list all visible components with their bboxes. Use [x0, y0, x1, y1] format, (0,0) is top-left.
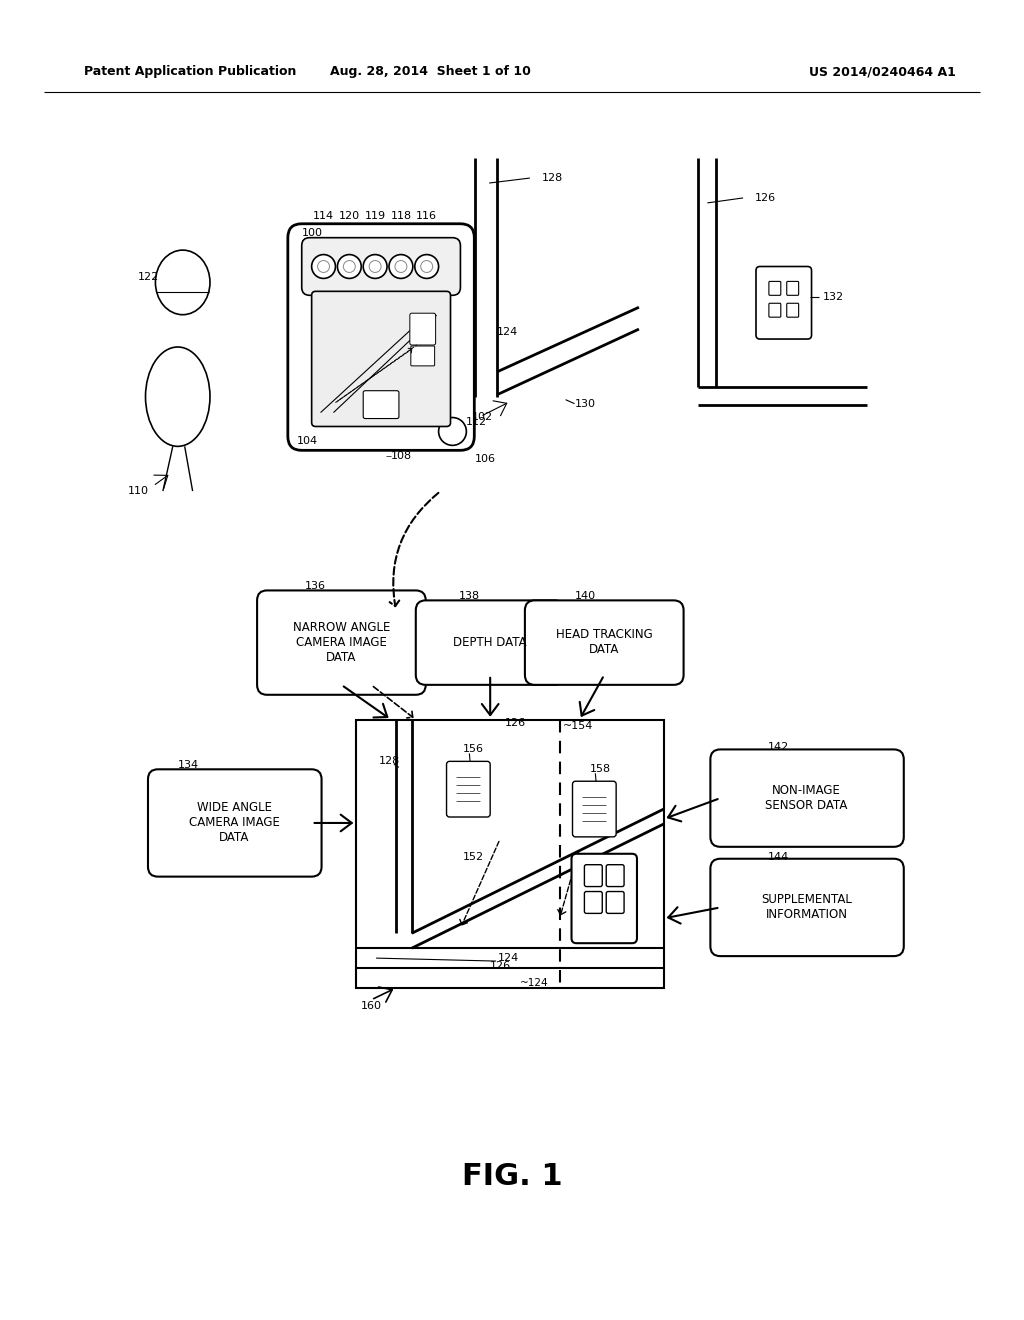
Circle shape — [438, 417, 466, 445]
FancyBboxPatch shape — [786, 281, 799, 296]
Text: 104: 104 — [297, 437, 317, 446]
Text: 112: 112 — [465, 417, 486, 426]
FancyBboxPatch shape — [606, 891, 624, 913]
Text: 100: 100 — [302, 228, 323, 238]
FancyBboxPatch shape — [364, 391, 399, 418]
Text: US 2014/0240464 A1: US 2014/0240464 A1 — [810, 65, 956, 78]
Text: 156: 156 — [463, 744, 483, 755]
Text: 130: 130 — [574, 399, 596, 409]
FancyBboxPatch shape — [302, 238, 461, 296]
FancyBboxPatch shape — [446, 762, 490, 817]
Circle shape — [395, 260, 407, 272]
FancyBboxPatch shape — [786, 304, 799, 317]
Text: NON-IMAGE
SENSOR DATA: NON-IMAGE SENSOR DATA — [765, 784, 848, 812]
FancyBboxPatch shape — [585, 865, 602, 887]
Text: ~154: ~154 — [562, 721, 593, 730]
Text: 122: 122 — [138, 272, 160, 282]
Text: 128: 128 — [542, 173, 563, 183]
Circle shape — [364, 255, 387, 279]
Text: 158: 158 — [590, 764, 610, 775]
FancyBboxPatch shape — [148, 770, 322, 876]
Text: NARROW ANGLE
CAMERA IMAGE
DATA: NARROW ANGLE CAMERA IMAGE DATA — [293, 620, 390, 664]
Text: Patent Application Publication: Patent Application Publication — [84, 65, 296, 78]
Text: Aug. 28, 2014  Sheet 1 of 10: Aug. 28, 2014 Sheet 1 of 10 — [330, 65, 531, 78]
Text: ~124: ~124 — [520, 978, 549, 987]
Text: SUPPLEMENTAL
INFORMATION: SUPPLEMENTAL INFORMATION — [761, 894, 852, 921]
Circle shape — [421, 260, 433, 272]
Text: 118: 118 — [390, 211, 412, 220]
Text: 126: 126 — [505, 718, 526, 727]
FancyBboxPatch shape — [411, 346, 434, 366]
Circle shape — [415, 255, 438, 279]
Text: 126: 126 — [490, 961, 511, 972]
Text: HEAD TRACKING
DATA: HEAD TRACKING DATA — [556, 628, 652, 656]
FancyBboxPatch shape — [606, 865, 624, 887]
Circle shape — [343, 260, 355, 272]
FancyBboxPatch shape — [769, 304, 780, 317]
Circle shape — [338, 255, 361, 279]
FancyBboxPatch shape — [571, 854, 637, 944]
Text: 120: 120 — [339, 211, 359, 220]
Text: 108: 108 — [391, 451, 412, 461]
FancyBboxPatch shape — [257, 590, 426, 694]
Text: 144: 144 — [768, 851, 790, 862]
Text: 128: 128 — [379, 756, 400, 767]
Text: 134: 134 — [178, 760, 199, 771]
FancyBboxPatch shape — [711, 859, 904, 956]
Text: 140: 140 — [574, 591, 596, 602]
FancyBboxPatch shape — [756, 267, 812, 339]
FancyBboxPatch shape — [416, 601, 564, 685]
FancyBboxPatch shape — [769, 281, 780, 296]
Circle shape — [311, 255, 336, 279]
Text: 116: 116 — [416, 211, 437, 220]
Text: DEPTH DATA: DEPTH DATA — [454, 636, 527, 648]
Text: 142: 142 — [768, 742, 790, 752]
Ellipse shape — [156, 249, 210, 314]
Text: 106: 106 — [475, 454, 497, 465]
Text: 160: 160 — [361, 1001, 382, 1011]
FancyBboxPatch shape — [356, 719, 664, 987]
Circle shape — [370, 260, 381, 272]
Text: 132: 132 — [822, 292, 844, 302]
Text: 126: 126 — [755, 193, 776, 203]
FancyBboxPatch shape — [311, 292, 451, 426]
Text: 124: 124 — [498, 953, 519, 964]
Text: 136: 136 — [305, 582, 326, 591]
Circle shape — [317, 260, 330, 272]
Text: 124: 124 — [497, 327, 518, 337]
Text: 152: 152 — [463, 851, 483, 862]
Text: 119: 119 — [365, 211, 386, 220]
Ellipse shape — [145, 347, 210, 446]
Circle shape — [389, 255, 413, 279]
FancyBboxPatch shape — [288, 224, 474, 450]
FancyBboxPatch shape — [585, 891, 602, 913]
Text: 110: 110 — [128, 486, 150, 496]
Text: 114: 114 — [313, 211, 334, 220]
Text: FIG. 1: FIG. 1 — [462, 1162, 562, 1191]
FancyBboxPatch shape — [711, 750, 904, 847]
FancyBboxPatch shape — [572, 781, 616, 837]
FancyBboxPatch shape — [410, 313, 435, 345]
Text: 102: 102 — [472, 412, 494, 421]
Text: WIDE ANGLE
CAMERA IMAGE
DATA: WIDE ANGLE CAMERA IMAGE DATA — [188, 801, 280, 845]
FancyBboxPatch shape — [525, 601, 684, 685]
Text: 138: 138 — [459, 591, 479, 602]
